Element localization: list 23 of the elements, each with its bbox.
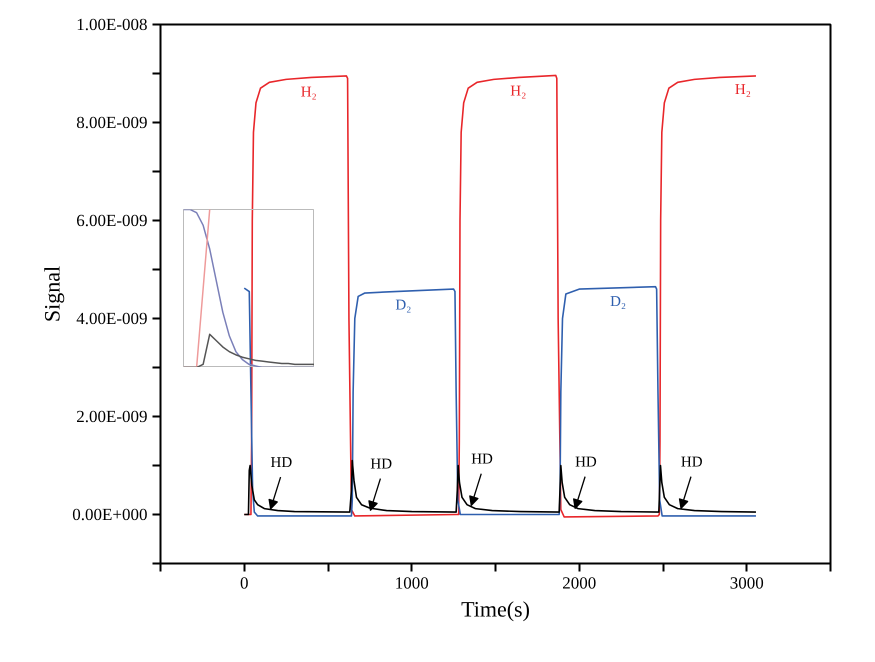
y-axis-title: Signal bbox=[39, 266, 64, 322]
annotation: D₂ bbox=[610, 294, 626, 310]
annotation: D₂ bbox=[395, 298, 412, 314]
x-tick-label: 3000 bbox=[730, 574, 764, 592]
annotation: HD bbox=[471, 452, 494, 468]
annotation: H₂ bbox=[510, 83, 526, 100]
annotation: HD bbox=[270, 455, 292, 472]
y-tick-label: 8.00E-009 bbox=[76, 113, 148, 132]
y-tick-label: 4.00E-009 bbox=[76, 309, 148, 328]
annotation: H₂ bbox=[734, 82, 751, 98]
y-tick-label: 0.00E+000 bbox=[72, 505, 148, 524]
y-tick-label: 2.00E-009 bbox=[76, 407, 148, 426]
annotation: HD bbox=[370, 456, 392, 473]
y-tick-label: 1.00E-008 bbox=[76, 15, 148, 34]
x-tick-label: 2000 bbox=[562, 574, 596, 592]
line-series bbox=[243, 286, 757, 517]
y-tick-label: 6.00E-009 bbox=[76, 211, 148, 230]
annotation: HD bbox=[575, 454, 597, 471]
annotation: HD bbox=[680, 454, 703, 471]
x-tick-label: 1000 bbox=[394, 574, 429, 592]
x-axis-title: Time(s) bbox=[461, 596, 530, 622]
annotation: H₂ bbox=[300, 84, 317, 100]
x-tick-label: 0 bbox=[240, 574, 248, 592]
